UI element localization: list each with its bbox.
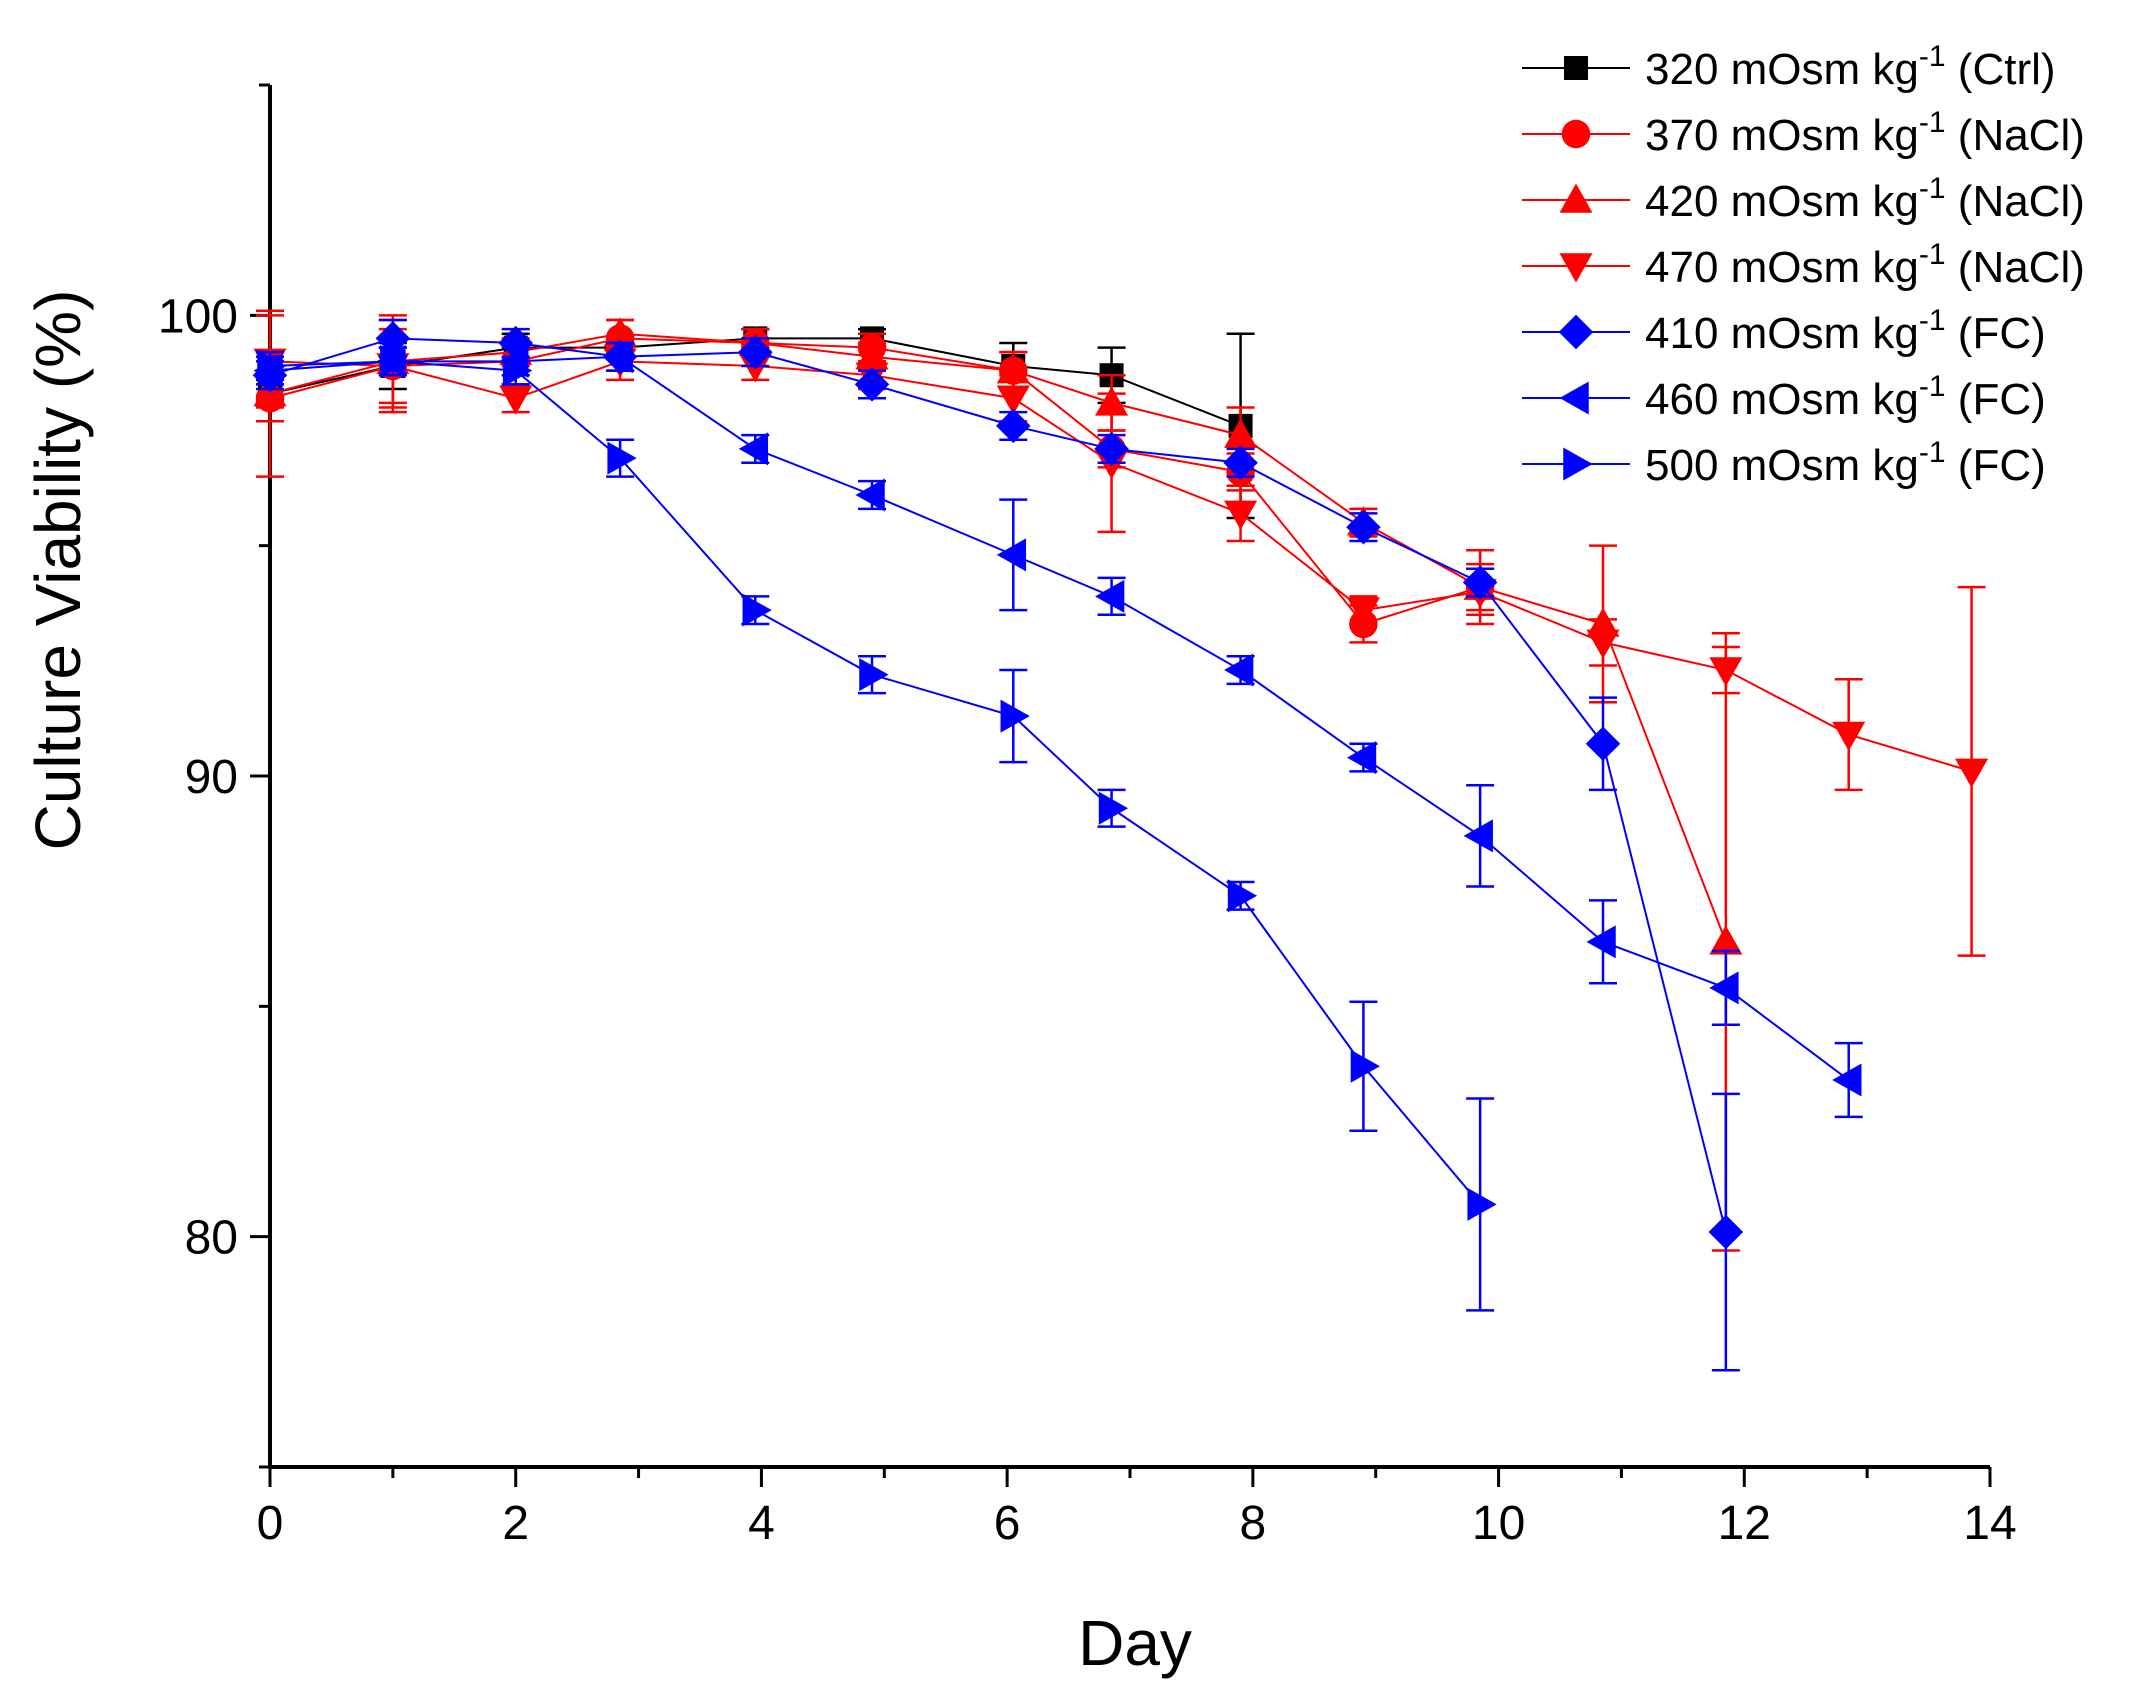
legend-item-3: 420 mOsm kg-1 (NaCl): [1522, 172, 2085, 226]
legend-marker: [1558, 314, 1594, 350]
y-tick-label: 80: [185, 1212, 238, 1265]
y-tick-label: 90: [185, 751, 238, 804]
x-tick-label: 6: [994, 1497, 1021, 1550]
legend-label: 460 mOsm kg-1 (FC): [1645, 370, 2046, 424]
data-point: [607, 441, 637, 475]
x-tick-label: 2: [502, 1497, 529, 1550]
data-point: [996, 385, 1030, 415]
data-point: [854, 367, 890, 402]
data-point: [1224, 653, 1254, 687]
data-point: [257, 349, 287, 383]
data-point: [1000, 699, 1030, 733]
legend-marker: [1559, 183, 1593, 213]
x-tick-label: 14: [1963, 1497, 2016, 1550]
legend-marker: [1559, 253, 1593, 283]
legend-label: 370 mOsm kg-1 (NaCl): [1645, 106, 2085, 160]
x-axis-title: Day: [1078, 1607, 1192, 1679]
data-point: [1708, 1214, 1744, 1250]
legend-item-1: 320 mOsm kg-1 (Ctrl): [1522, 40, 2056, 94]
y-axis-title: Culture Viability (%): [22, 290, 94, 851]
data-point: [380, 344, 410, 378]
data-point: [1346, 597, 1380, 627]
data-point: [1094, 431, 1129, 467]
data-point: [1832, 721, 1866, 752]
data-point: [499, 385, 533, 415]
data-point: [603, 340, 633, 374]
x-tick-label: 8: [1240, 1497, 1267, 1550]
data-point: [1224, 418, 1258, 448]
legend-label: 470 mOsm kg-1 (NaCl): [1645, 238, 2085, 292]
data-point: [996, 538, 1027, 572]
data-point: [1350, 1049, 1380, 1083]
data-point: [1227, 879, 1258, 913]
data-point: [742, 593, 772, 627]
legend-item-7: 500 mOsm kg-1 (FC): [1522, 436, 2046, 490]
series-3: [253, 309, 1743, 1252]
data-point: [1346, 741, 1377, 775]
series-6: [253, 340, 1863, 1119]
legend-item-2: 370 mOsm kg-1 (NaCl): [1522, 106, 2085, 160]
series-5: [252, 318, 1744, 1372]
legend: 320 mOsm kg-1 (Ctrl) 370 mOsm kg-1 (NaCl)…: [1522, 40, 2085, 490]
legend-marker: [1561, 119, 1591, 149]
series-line: [269, 337, 1727, 1233]
legend-item-4: 470 mOsm kg-1 (NaCl): [1522, 238, 2085, 292]
data-point: [738, 432, 769, 466]
data-point: [603, 317, 637, 347]
legend-marker: [1564, 56, 1588, 80]
data-point: [738, 334, 773, 370]
data-point: [1463, 819, 1493, 853]
data-point: [1346, 509, 1381, 545]
data-point: [1467, 1187, 1497, 1221]
y-tick-label: 100: [158, 290, 238, 343]
x-tick-label: 10: [1472, 1497, 1525, 1550]
data-point: [1709, 657, 1743, 687]
legend-label: 410 mOsm kg-1 (FC): [1645, 304, 2046, 358]
data-point: [1098, 791, 1129, 825]
x-tick-label: 12: [1718, 1497, 1771, 1550]
data-point: [996, 408, 1031, 444]
data-point: [855, 478, 885, 512]
legend-label: 500 mOsm kg-1 (FC): [1645, 436, 2046, 490]
data-point: [1223, 445, 1258, 480]
data-point: [1095, 579, 1125, 613]
data-point: [1709, 925, 1743, 955]
x-tick-label: 0: [257, 1497, 284, 1550]
data-point: [1586, 925, 1616, 959]
x-tick-label: 4: [748, 1497, 775, 1550]
data-point: [1586, 629, 1620, 659]
series-7: [256, 344, 1497, 1312]
plot-area: [252, 309, 1989, 1372]
legend-marker: [1559, 381, 1589, 415]
data-point: [1955, 758, 1989, 788]
data-point: [1832, 1063, 1862, 1097]
data-point: [1224, 500, 1258, 530]
data-point: [1709, 971, 1739, 1005]
series-line: [269, 355, 1850, 1081]
data-point: [1585, 726, 1621, 762]
data-point: [502, 354, 533, 388]
legend-item-5: 410 mOsm kg-1 (FC): [1522, 304, 2046, 358]
data-point: [1462, 565, 1498, 600]
legend-item-6: 460 mOsm kg-1 (FC): [1522, 370, 2046, 424]
data-point: [859, 658, 889, 692]
legend-marker: [1563, 447, 1593, 481]
legend-label: 320 mOsm kg-1 (Ctrl): [1645, 40, 2056, 94]
axes: 0 2 4 6 8 10 12 14 80 90 100: [158, 83, 2017, 1550]
legend-label: 420 mOsm kg-1 (NaCl): [1645, 172, 2085, 226]
